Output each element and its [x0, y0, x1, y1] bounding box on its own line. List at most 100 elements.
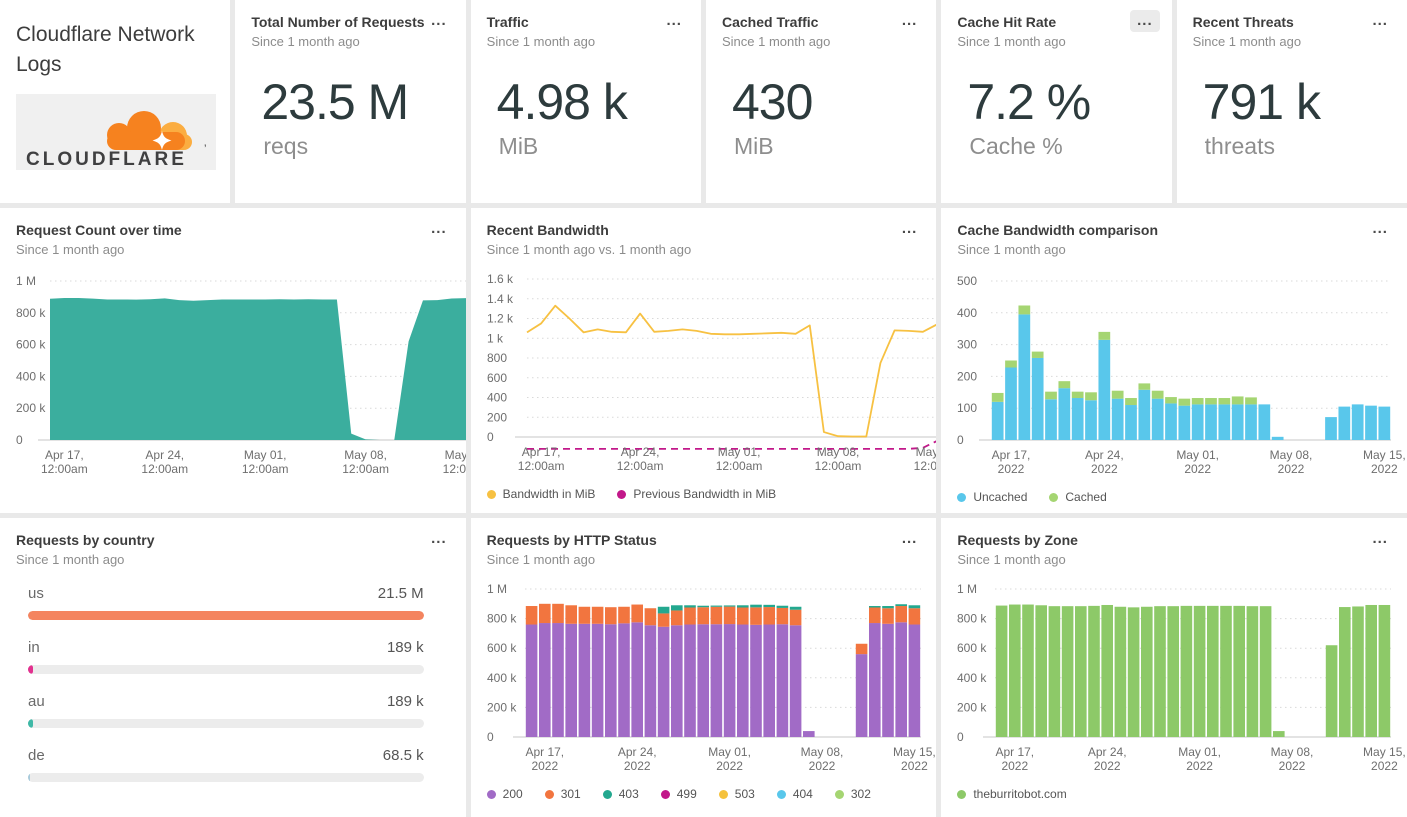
svg-text:Apr 17,2022: Apr 17, 2022 [996, 745, 1035, 773]
overflow-menu-icon[interactable]: ... [1372, 12, 1388, 29]
overflow-menu-icon[interactable]: ... [1372, 530, 1388, 547]
cloudflare-logo-icon: CLOUDFLARE ’ [16, 94, 216, 170]
legend-dot-icon [602, 789, 612, 799]
stat-card-traffic: Traffic Since 1 month ago ... 4.98 k MiB [470, 0, 701, 203]
dashboard-title: Cloudflare Network Logs [16, 20, 214, 80]
svg-text:May 15,12:00am: May 15,12:00am [913, 445, 936, 473]
svg-text:400 k: 400 k [487, 671, 517, 685]
country-row-head: in 189 k [28, 639, 424, 656]
panel-requests-by-zone: Requests by Zone Since 1 month ago ... 1… [941, 518, 1407, 817]
legend-label: 499 [676, 787, 697, 801]
overflow-menu-icon[interactable]: ... [431, 12, 447, 29]
cloudflare-logo: CLOUDFLARE ’ [16, 94, 216, 175]
legend-item[interactable]: 403 [602, 787, 639, 801]
recent-bandwidth-legend: Bandwidth in MiB Previous Bandwidth in Mi… [486, 487, 937, 501]
svg-text:Apr 24,2022: Apr 24, 2022 [1085, 448, 1124, 476]
panel-subtitle: Since 1 month ago [957, 552, 1066, 567]
svg-text:500: 500 [957, 274, 977, 288]
legend-item[interactable]: 499 [660, 787, 697, 801]
svg-text:400: 400 [487, 391, 507, 405]
panel-title: Cache Bandwidth comparison [957, 222, 1159, 238]
country-bar-track [28, 719, 424, 728]
svg-text:May 01,12:00am: May 01, 12:00am [715, 445, 762, 473]
stat-unit: MiB [733, 133, 774, 159]
legend-item[interactable]: 503 [718, 787, 755, 801]
country-label: us [28, 585, 44, 602]
legend-label: theburritobot.com [973, 787, 1067, 801]
svg-text:1.4 k: 1.4 k [487, 292, 514, 306]
overflow-menu-icon[interactable]: ... [1130, 10, 1160, 32]
stat-title: Cached Traffic [721, 14, 819, 30]
svg-text:’: ’ [204, 143, 206, 155]
panel-subtitle: Since 1 month ago vs. 1 month ago [486, 242, 692, 257]
country-row: us 21.5 M [28, 585, 424, 620]
stat-value: 23.5 M [261, 74, 409, 130]
stat-title: Total Number of Requests [251, 14, 425, 30]
svg-text:May 01,2022: May 01, 2022 [1177, 448, 1220, 476]
overflow-menu-icon[interactable]: ... [901, 12, 918, 29]
cache-bandwidth-chart: 500 400 300 200 100 0 Apr 17, 2022 Apr 24, 2022 Ma… [957, 271, 1406, 486]
stat-card-cached-traffic: Cached Traffic Since 1 month ago ... 430… [705, 0, 937, 203]
panel-subtitle: Since 1 month ago [16, 552, 125, 567]
country-bars: us 21.5 M in 189 k au 189 k de 68.5 k [16, 585, 450, 782]
legend-item[interactable]: Bandwidth in MiB [486, 487, 596, 501]
recent_bandwidth-plot: 1.6 k 1.4 k 1.2 k 1 k 800 600 400 200 0 Apr 17, 12… [487, 272, 937, 473]
country-row: in 189 k [28, 639, 424, 674]
country-row-head: au 189 k [28, 693, 424, 710]
overflow-menu-icon[interactable]: ... [666, 12, 682, 29]
svg-text:200: 200 [487, 410, 507, 424]
legend-item[interactable]: 200 [486, 787, 523, 801]
svg-text:1 k: 1 k [487, 331, 504, 345]
svg-text:800 k: 800 k [957, 612, 987, 626]
legend-dot-icon [617, 489, 627, 499]
svg-text:Apr 17,12:00am: Apr 17, 12:00am [517, 445, 564, 473]
svg-text:May 01,12:00am: May 01, 12:00am [242, 448, 289, 476]
legend-item[interactable]: Previous Bandwidth in MiB [617, 487, 776, 501]
stat-subtitle: Since 1 month ago [251, 34, 360, 49]
overflow-menu-icon[interactable]: ... [901, 220, 918, 237]
svg-text:CLOUDFLARE: CLOUDFLARE [26, 149, 187, 170]
legend-item[interactable]: theburritobot.com [957, 787, 1067, 801]
legend-label: 404 [792, 787, 813, 801]
overflow-menu-icon[interactable]: ... [901, 530, 918, 547]
legend-label: 302 [850, 787, 871, 801]
http-status-legend: 200301403499503404302530526524 [486, 787, 921, 817]
panel-subtitle: Since 1 month ago [957, 242, 1066, 257]
country-row: au 189 k [28, 693, 424, 728]
stat-value: 791 k [1202, 74, 1321, 130]
svg-text:Apr 24,12:00am: Apr 24, 12:00am [141, 448, 188, 476]
svg-text:May 08,12:00am: May 08, 12:00am [814, 445, 861, 473]
legend-label: Bandwidth in MiB [502, 487, 596, 501]
stat-card-cache-hit-rate: Cache Hit Rate Since 1 month ago ... 7.2… [941, 0, 1172, 203]
country-value: 68.5 k [382, 747, 424, 764]
stat-subtitle: Since 1 month ago [721, 34, 831, 49]
legend-item[interactable]: 301 [544, 787, 581, 801]
legend-item[interactable]: Uncached [957, 490, 1027, 504]
legend-dot-icon [486, 489, 496, 499]
cache_bandwidth-plot: 500 400 300 200 100 0 Apr 17, 2022 Apr 24, 2022 Ma… [957, 274, 1406, 476]
svg-text:Apr 17,2022: Apr 17, 2022 [525, 745, 564, 773]
svg-text:300: 300 [957, 338, 977, 352]
stat-value: 7.2 % [967, 74, 1091, 130]
svg-text:0: 0 [487, 430, 494, 444]
stat-unit: threats [1204, 133, 1275, 159]
overflow-menu-icon[interactable]: ... [1372, 220, 1388, 237]
svg-text:Apr 17,12:00am: Apr 17, 12:00am [41, 448, 88, 476]
svg-text:May 08,2022: May 08, 2022 [800, 745, 843, 773]
country-label: au [28, 693, 45, 710]
legend-item[interactable]: Cached [1049, 490, 1107, 504]
svg-text:600 k: 600 k [16, 338, 46, 352]
zone-chart: 1 M 800 k 600 k 400 k 200 k 0 Apr 17, 2022 Apr 2… [957, 581, 1406, 783]
svg-text:600: 600 [487, 371, 507, 385]
legend-item[interactable]: 404 [776, 787, 813, 801]
svg-text:May 08,12:00am: May 08, 12:00am [342, 448, 389, 476]
legend-label: Previous Bandwidth in MiB [633, 487, 777, 501]
overflow-menu-icon[interactable]: ... [431, 530, 447, 547]
svg-text:May 01,2022: May 01, 2022 [708, 745, 751, 773]
svg-text:0: 0 [16, 433, 23, 447]
legend-item[interactable]: 302 [834, 787, 871, 801]
overflow-menu-icon[interactable]: ... [431, 220, 447, 237]
svg-text:1.2 k: 1.2 k [487, 312, 514, 326]
legend-label: 403 [618, 787, 639, 801]
